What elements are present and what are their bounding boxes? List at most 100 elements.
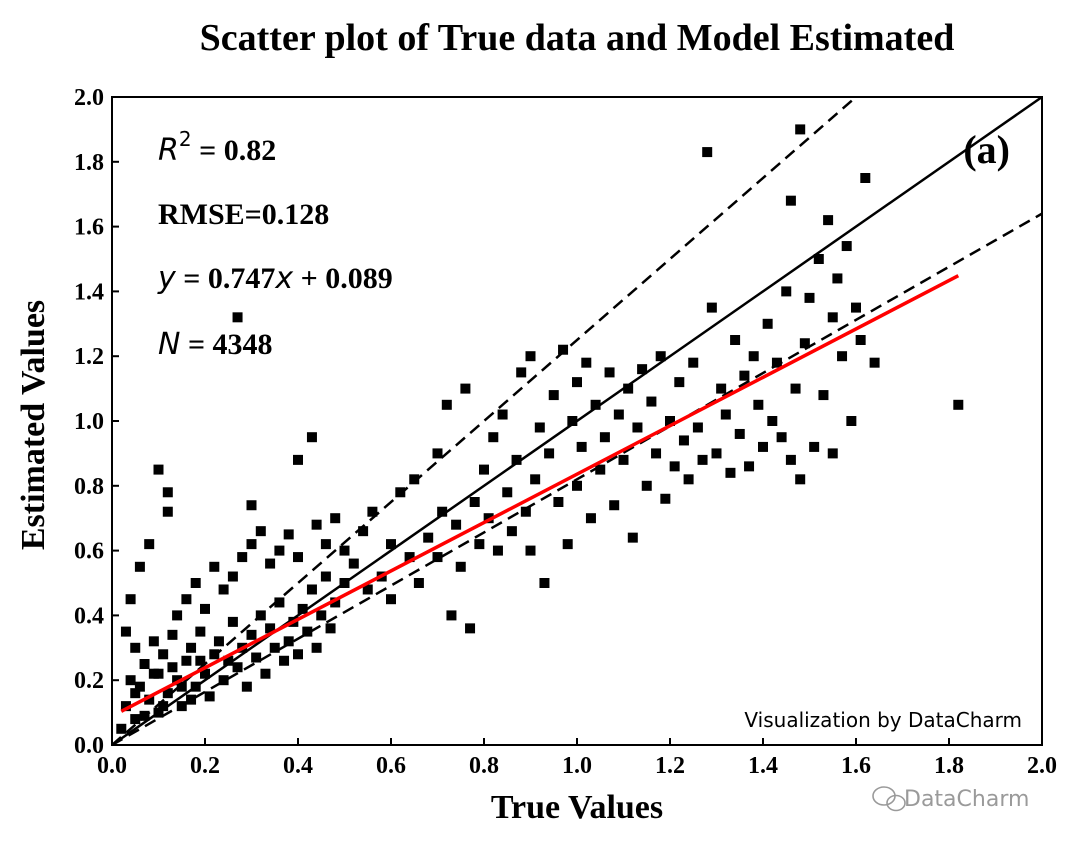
data-point	[200, 668, 210, 679]
y-axis-label: Estimated Values	[15, 300, 52, 550]
y-tick-label: 0.2	[74, 668, 104, 694]
data-point	[423, 532, 434, 543]
axis-ticks: 0.0 0.2 0.4 0.6 0.8 1.0 1.2 1.4 1.6 1.8 2.0 0.0 0.2 0…	[74, 85, 1057, 779]
data-point	[771, 357, 782, 368]
data-point	[716, 383, 727, 394]
data-point	[213, 636, 224, 647]
data-point	[283, 636, 294, 647]
fit-line	[120, 274, 960, 713]
data-point	[841, 241, 852, 252]
data-point	[162, 487, 173, 498]
data-point	[446, 610, 457, 621]
data-point	[386, 539, 396, 550]
data-point	[697, 454, 708, 465]
data-point	[232, 312, 243, 323]
data-point	[316, 610, 327, 621]
data-point	[762, 318, 773, 329]
data-point	[511, 454, 522, 465]
data-point	[306, 432, 317, 443]
data-point	[348, 558, 359, 569]
data-point	[479, 464, 489, 475]
data-point	[265, 558, 276, 569]
data-point	[827, 448, 838, 459]
data-point	[655, 351, 666, 362]
data-point	[572, 377, 582, 388]
brand-watermark: DataCharm	[872, 786, 1029, 812]
data-point	[572, 480, 582, 491]
data-point	[520, 506, 531, 517]
data-point	[799, 338, 810, 349]
data-point	[809, 441, 820, 452]
x-tick-label: 2.0	[1027, 753, 1057, 779]
data-point	[590, 399, 601, 410]
data-point	[130, 688, 141, 699]
data-point	[186, 642, 197, 653]
data-point	[739, 370, 750, 381]
data-point	[595, 464, 606, 475]
data-point	[534, 422, 545, 433]
x-axis-label: True Values	[491, 789, 663, 826]
data-point	[767, 416, 778, 426]
data-point	[711, 448, 722, 459]
data-point	[488, 432, 499, 443]
data-point	[553, 497, 564, 507]
data-point	[358, 526, 369, 537]
data-point	[492, 545, 503, 556]
data-point	[460, 383, 471, 394]
data-point	[544, 448, 555, 459]
data-point	[706, 302, 717, 313]
y-tick-label: 0.4	[74, 603, 104, 629]
data-point	[227, 571, 238, 582]
data-point	[758, 441, 768, 452]
data-point	[125, 675, 136, 686]
data-point	[130, 714, 141, 725]
y-tick-label: 1.2	[74, 344, 104, 370]
data-point	[432, 552, 443, 563]
data-point	[516, 367, 527, 378]
data-point	[665, 416, 675, 426]
data-point	[497, 409, 508, 420]
data-point	[618, 454, 629, 465]
data-point	[869, 357, 880, 368]
x-tick-label: 0.0	[97, 753, 127, 779]
data-point	[330, 513, 341, 524]
data-point	[195, 626, 206, 637]
stats-box: R2 = 0.82 RMSE=0.128 y = 0.747x + 0.089 …	[157, 127, 393, 362]
panel-label: (a)	[963, 127, 1010, 172]
data-point	[581, 357, 592, 368]
data-point	[367, 506, 378, 517]
data-point	[688, 357, 699, 368]
data-point	[558, 344, 569, 355]
data-point	[158, 649, 169, 660]
y-tick-label: 0.6	[74, 539, 104, 565]
data-point	[562, 539, 573, 550]
data-point	[837, 351, 848, 362]
n-text: N = 4348	[158, 327, 273, 362]
x-tick-label: 1.0	[562, 753, 592, 779]
data-point	[702, 147, 713, 158]
x-tick-label: 0.2	[190, 753, 220, 779]
data-point	[139, 659, 150, 669]
data-point	[200, 603, 210, 614]
data-point	[218, 584, 229, 595]
data-point	[293, 552, 303, 563]
data-point	[246, 500, 257, 511]
data-point	[120, 626, 131, 637]
brand-text: DataCharm	[904, 787, 1029, 812]
data-point	[302, 626, 313, 637]
data-point	[339, 545, 350, 556]
lower-bound-line	[111, 212, 1043, 747]
data-point	[148, 668, 159, 679]
data-point	[293, 454, 303, 465]
data-point	[172, 610, 183, 621]
data-point	[748, 351, 759, 362]
data-point	[641, 480, 652, 491]
data-point	[832, 273, 843, 284]
y-tick-label: 1.8	[74, 150, 104, 176]
data-point	[744, 461, 755, 472]
data-point	[725, 467, 736, 478]
data-point	[241, 681, 252, 692]
data-point	[604, 367, 615, 378]
data-point	[269, 642, 280, 653]
data-point	[502, 487, 513, 498]
